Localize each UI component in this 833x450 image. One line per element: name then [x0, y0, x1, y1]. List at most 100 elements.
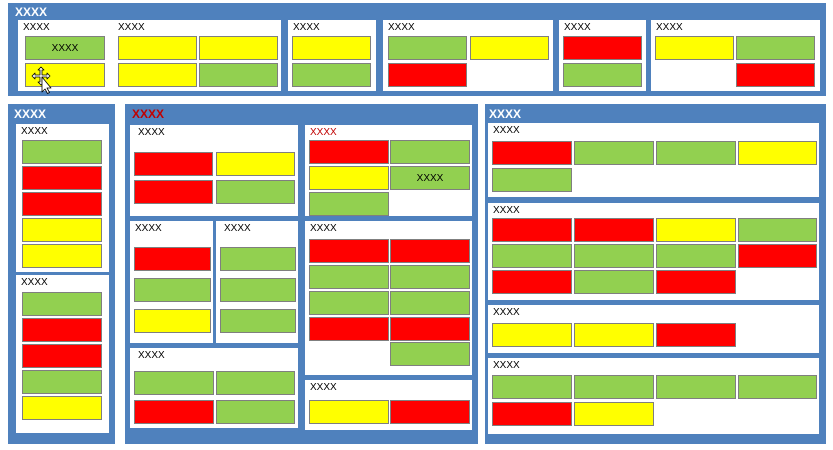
- status-tile[interactable]: [22, 218, 102, 242]
- status-tile[interactable]: [220, 278, 296, 302]
- status-tile[interactable]: [492, 141, 572, 165]
- status-tile[interactable]: [470, 36, 549, 60]
- status-tile[interactable]: [309, 291, 389, 315]
- status-tile[interactable]: [25, 63, 105, 87]
- status-tile[interactable]: [738, 218, 817, 242]
- status-tile[interactable]: [492, 218, 572, 242]
- status-tile[interactable]: [22, 192, 102, 216]
- status-tile[interactable]: [118, 63, 197, 87]
- status-tile[interactable]: [134, 278, 211, 302]
- group-label: XXXX: [138, 350, 165, 361]
- status-tile[interactable]: [492, 323, 572, 347]
- status-tile[interactable]: [216, 400, 295, 424]
- status-tile[interactable]: [390, 239, 470, 263]
- status-tile[interactable]: [388, 36, 467, 60]
- status-tile[interactable]: [736, 36, 815, 60]
- status-tile[interactable]: [574, 402, 654, 426]
- status-tile[interactable]: [199, 63, 278, 87]
- status-tile[interactable]: [492, 402, 572, 426]
- status-tile[interactable]: [309, 166, 389, 190]
- status-tile[interactable]: [220, 247, 296, 271]
- group-box: XXXX: [488, 123, 819, 197]
- status-tile[interactable]: [22, 370, 102, 394]
- status-tile[interactable]: [738, 244, 817, 268]
- status-tile[interactable]: [390, 317, 470, 341]
- status-tile[interactable]: [574, 270, 654, 294]
- status-tile[interactable]: [216, 180, 295, 204]
- status-tile[interactable]: [134, 152, 213, 176]
- panel-title: XXXX: [14, 107, 47, 121]
- status-tile[interactable]: [309, 192, 389, 216]
- status-tile[interactable]: [656, 244, 736, 268]
- status-tile[interactable]: [220, 309, 296, 333]
- status-tile[interactable]: [309, 317, 389, 341]
- status-tile[interactable]: XXXX: [390, 166, 470, 190]
- status-tile[interactable]: [492, 270, 572, 294]
- status-tile[interactable]: [22, 318, 102, 342]
- status-tile[interactable]: [656, 218, 736, 242]
- status-tile[interactable]: [736, 63, 815, 87]
- group-box: XXXX: [305, 221, 472, 375]
- status-tile[interactable]: [134, 400, 214, 424]
- group-box: XXXX: [130, 348, 298, 428]
- status-tile[interactable]: [292, 63, 371, 87]
- left-panel: XXXX XXXX XXXX: [8, 104, 115, 444]
- status-tile[interactable]: [390, 342, 470, 366]
- status-tile[interactable]: [738, 141, 817, 165]
- status-tile[interactable]: [22, 166, 102, 190]
- status-tile[interactable]: [309, 140, 389, 164]
- status-tile[interactable]: [492, 168, 572, 192]
- status-tile[interactable]: [390, 400, 470, 424]
- group-box: XXXX: [651, 20, 820, 91]
- status-tile[interactable]: [656, 375, 736, 399]
- status-tile[interactable]: [22, 292, 102, 316]
- status-tile[interactable]: [309, 239, 389, 263]
- status-tile[interactable]: [388, 63, 467, 87]
- group-box: XXXX: [216, 221, 298, 343]
- status-tile[interactable]: [574, 244, 654, 268]
- status-tile[interactable]: [309, 265, 389, 289]
- group-label: XXXX: [493, 360, 520, 371]
- status-tile[interactable]: [216, 152, 295, 176]
- status-tile[interactable]: [390, 291, 470, 315]
- status-tile[interactable]: [22, 244, 102, 268]
- status-tile[interactable]: [656, 323, 736, 347]
- group-box: XXXX XXXX: [18, 20, 116, 91]
- status-tile[interactable]: [309, 400, 389, 424]
- status-tile[interactable]: [563, 63, 642, 87]
- status-tile[interactable]: [574, 141, 654, 165]
- status-tile[interactable]: [199, 36, 278, 60]
- status-tile[interactable]: [134, 247, 211, 271]
- status-tile[interactable]: [738, 375, 817, 399]
- group-label: XXXX: [388, 22, 415, 33]
- group-label: XXXX: [564, 22, 591, 33]
- status-tile[interactable]: [574, 375, 654, 399]
- status-tile[interactable]: [655, 36, 734, 60]
- status-tile[interactable]: [574, 218, 654, 242]
- status-tile[interactable]: [22, 344, 102, 368]
- status-tile[interactable]: [134, 371, 214, 395]
- status-tile[interactable]: [134, 309, 211, 333]
- status-tile[interactable]: [390, 140, 470, 164]
- status-tile[interactable]: [492, 375, 572, 399]
- group-box: XXXX: [288, 20, 376, 91]
- status-tile[interactable]: [563, 36, 642, 60]
- group-label: XXXX: [138, 127, 165, 138]
- status-tile[interactable]: XXXX: [25, 36, 105, 60]
- status-tile[interactable]: [118, 36, 197, 60]
- status-tile[interactable]: [292, 36, 371, 60]
- status-tile[interactable]: [656, 141, 736, 165]
- status-tile[interactable]: [656, 270, 736, 294]
- status-tile[interactable]: [574, 323, 654, 347]
- status-tile[interactable]: [492, 244, 572, 268]
- group-box: XXXX: [488, 305, 819, 353]
- status-tile[interactable]: [22, 396, 102, 420]
- status-tile[interactable]: [390, 265, 470, 289]
- status-tile[interactable]: [216, 371, 295, 395]
- tile-label: XXXX: [416, 172, 444, 184]
- status-tile[interactable]: [22, 140, 102, 164]
- group-box: XXXX: [383, 20, 553, 91]
- status-tile[interactable]: [134, 180, 213, 204]
- group-label: XXXX: [21, 126, 48, 137]
- group-label: XXXX: [21, 277, 48, 288]
